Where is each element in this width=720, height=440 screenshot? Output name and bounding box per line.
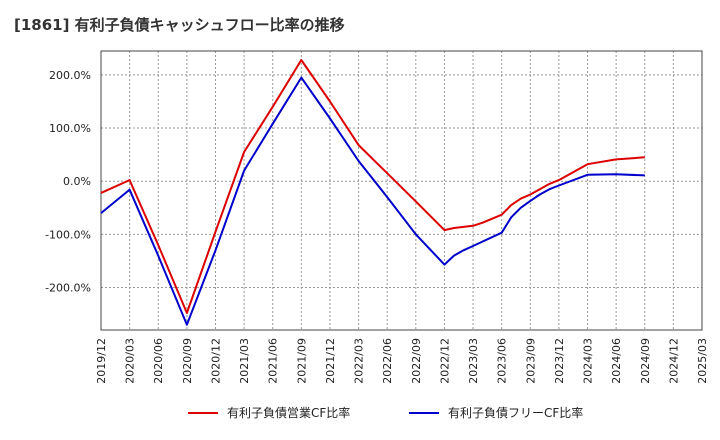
series-line-2 bbox=[100, 76, 645, 326]
x-tick-label: 2020/09 bbox=[181, 338, 194, 384]
plot-area bbox=[101, 51, 702, 330]
x-tick-label: 2025/03 bbox=[696, 338, 709, 384]
x-tick-label: 2023/12 bbox=[553, 338, 566, 384]
x-tick-label: 2022/06 bbox=[381, 338, 394, 384]
x-tick-label: 2020/12 bbox=[209, 338, 222, 384]
legend-label-1: 有利子負債営業CF比率 bbox=[227, 405, 350, 420]
y-tick-label: -200.0% bbox=[45, 281, 91, 294]
x-tick-label: 2020/03 bbox=[124, 338, 137, 384]
y-tick-label: -100.0% bbox=[45, 228, 91, 241]
x-tick-label: 2023/03 bbox=[467, 338, 480, 384]
series-lines bbox=[100, 59, 645, 326]
x-tick-label: 2022/03 bbox=[353, 338, 366, 384]
x-tick-label: 2023/06 bbox=[496, 338, 509, 384]
x-tick-label: 2023/09 bbox=[524, 338, 537, 384]
x-tick-label: 2021/03 bbox=[238, 338, 251, 384]
legend-label-2: 有利子負債フリーCF比率 bbox=[448, 405, 583, 420]
y-tick-labels: 200.0% 100.0% 0.0% -100.0% -200.0% bbox=[45, 69, 91, 295]
chart-title: [1861] 有利子負債キャッシュフロー比率の推移 bbox=[14, 16, 345, 34]
x-tick-label: 2022/09 bbox=[410, 338, 423, 384]
legend: 有利子負債営業CF比率 有利子負債フリーCF比率 bbox=[188, 405, 583, 420]
x-tick-label: 2022/12 bbox=[438, 338, 451, 384]
x-tick-label: 2019/12 bbox=[95, 338, 108, 384]
x-tick-label: 2024/06 bbox=[610, 338, 623, 384]
x-tick-label: 2024/03 bbox=[582, 338, 595, 384]
x-tick-label: 2021/12 bbox=[324, 338, 337, 384]
series-line-1 bbox=[100, 59, 645, 314]
y-tick-label: 200.0% bbox=[49, 69, 91, 82]
x-tick-label: 2020/06 bbox=[152, 338, 165, 384]
x-tick-labels: 2019/12 2020/03 2020/06 2020/09 2020/12 2021/… bbox=[95, 338, 709, 384]
x-tick-label: 2024/12 bbox=[667, 338, 680, 384]
plot-frame bbox=[100, 50, 703, 331]
y-tick-label: 0.0% bbox=[63, 175, 91, 188]
x-tick-label: 2021/06 bbox=[267, 338, 280, 384]
x-tick-label: 2024/09 bbox=[639, 338, 652, 384]
x-gridlines bbox=[129, 51, 674, 330]
y-tick-label: 100.0% bbox=[49, 122, 91, 135]
x-tick-label: 2021/09 bbox=[295, 338, 308, 384]
